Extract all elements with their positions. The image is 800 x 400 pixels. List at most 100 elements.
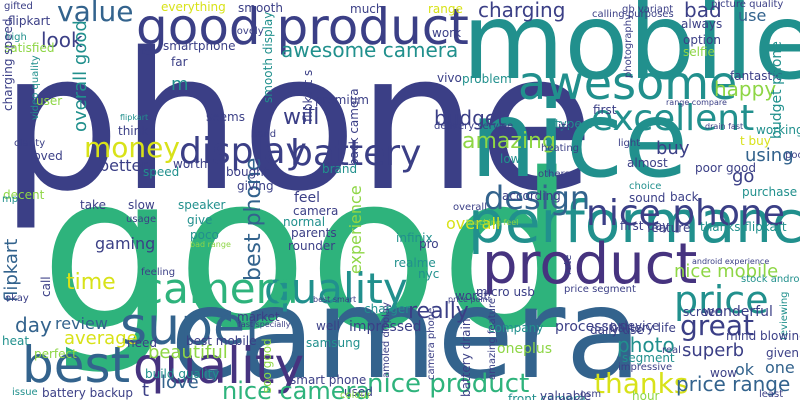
word-value: value [57, 0, 134, 28]
word-back-camera: back camera [347, 88, 361, 166]
word-poco: poco [190, 228, 219, 242]
word-mobile: mobile [462, 0, 800, 103]
word-clarity: clarity [14, 138, 46, 149]
word-fantastic: fantastic [730, 69, 783, 83]
word-type-c: type c [555, 117, 593, 131]
word-video-quality: video quality [30, 55, 41, 120]
word-awesome-camera: awesome camera [281, 38, 459, 62]
word-need: need [127, 336, 157, 350]
word-smart-phone: smart phone [290, 373, 367, 387]
word-display: display [179, 131, 307, 172]
word-nice-mobile: nice mobile [674, 261, 779, 282]
word-quality-2: quality [264, 264, 408, 313]
word-poor: poor [785, 150, 800, 161]
word-look: look [41, 28, 83, 52]
word-camera-small: camera [293, 204, 339, 218]
word-real: real [662, 345, 681, 356]
word-osm: osm [580, 389, 602, 400]
word-worth: worth [173, 157, 208, 171]
word-hand: hand [251, 129, 277, 140]
word-processor: processor [555, 319, 624, 335]
word-time: time [66, 270, 116, 295]
word-photo: photo [617, 333, 675, 357]
word-m: m [171, 74, 189, 95]
word-samsung: samsung [306, 336, 361, 350]
word-amazing-feature: amazing feature [487, 298, 498, 380]
word-choice: choice [629, 181, 662, 192]
word-selfie: selfie [683, 45, 715, 59]
word-give: give [187, 213, 213, 227]
word-company: company [488, 321, 544, 335]
word-battery-life: battery life [610, 321, 676, 335]
word-flipkart-small: flipkart [8, 14, 51, 28]
word-hour: hour [632, 389, 660, 400]
word-premium: premium [315, 93, 369, 107]
word-front-camera: front camera [508, 392, 586, 400]
word-average: average [64, 328, 138, 349]
word-worst: worst [455, 289, 489, 303]
word-amoled-display: amoled display [381, 302, 392, 378]
word-money: money [84, 131, 180, 164]
word-using: using [745, 145, 794, 166]
word-heating: heating [541, 143, 580, 154]
word-least: least [759, 389, 784, 400]
word-problem: problem [462, 72, 512, 86]
word-first-day: first day [620, 219, 670, 233]
word-budget: budget [434, 106, 505, 130]
word-given: given [766, 346, 800, 360]
word-oneplus: oneplus [497, 341, 552, 357]
word-happy: happy [714, 77, 777, 101]
word-its: its [558, 120, 573, 134]
word-super: super [120, 297, 267, 357]
word-speaker: speaker [178, 198, 226, 212]
word-awesome: awesome [518, 56, 738, 110]
word-good: good [40, 127, 577, 378]
word-overall: overall [446, 214, 501, 233]
word-range-compare: range compare [666, 98, 727, 107]
word-battery-drain: battery drain [459, 318, 473, 397]
word-ok: ok [735, 360, 755, 379]
word-soo-good: soo good [260, 338, 274, 393]
word-price-segment: price segment [564, 284, 636, 295]
word-rounder: rounder [288, 239, 336, 253]
word-according: according [502, 189, 561, 203]
word-battery-backup: battery backup [42, 386, 133, 400]
word-camera-quality: camera [140, 264, 299, 313]
word-decent: decent [3, 188, 45, 202]
word-charger: charger [364, 302, 411, 316]
word-good-product: good product [136, 0, 469, 56]
word-drain-fast: drain fast [705, 122, 744, 131]
word-vivo: vivo [437, 71, 462, 85]
word-will: will [283, 105, 320, 130]
word-android-experience: android experience [692, 257, 770, 266]
word-overall-good: overall good [70, 20, 91, 132]
word-lovely: lovely [234, 26, 264, 37]
word-great: great [680, 309, 755, 342]
word-parents: parents [291, 226, 337, 240]
word-best: best [22, 336, 131, 394]
word-seems: seems [206, 110, 245, 124]
word-better: better [99, 156, 148, 175]
word-price-range: price range [676, 372, 791, 396]
word-normal: normal [283, 215, 326, 229]
word-satisfied: satisfied [4, 41, 55, 55]
word-nice-camera: nice camera [222, 377, 371, 400]
word-mind-blowing: mind blowing [726, 329, 800, 343]
word-usage: usage [126, 214, 157, 225]
word-use: use [738, 6, 767, 25]
word-camera-phone: camera phone [426, 307, 437, 380]
word-think: think [118, 124, 149, 138]
word-almost: almost [627, 156, 668, 170]
word-design: design [484, 179, 591, 217]
word-fast-specially: fast specially [238, 320, 291, 329]
word-issue: issue [12, 387, 38, 398]
word-first: first [593, 103, 617, 117]
word-wonderful: wonderful [703, 304, 773, 320]
word-much: much [350, 2, 384, 16]
word-performance: performance [468, 188, 800, 256]
word-take: take [80, 198, 106, 212]
word-poor-good: poor good [695, 161, 756, 175]
word-market: market [237, 310, 280, 324]
word-photography: photography [623, 13, 634, 78]
word-delivery-service: delivery service [434, 121, 514, 132]
